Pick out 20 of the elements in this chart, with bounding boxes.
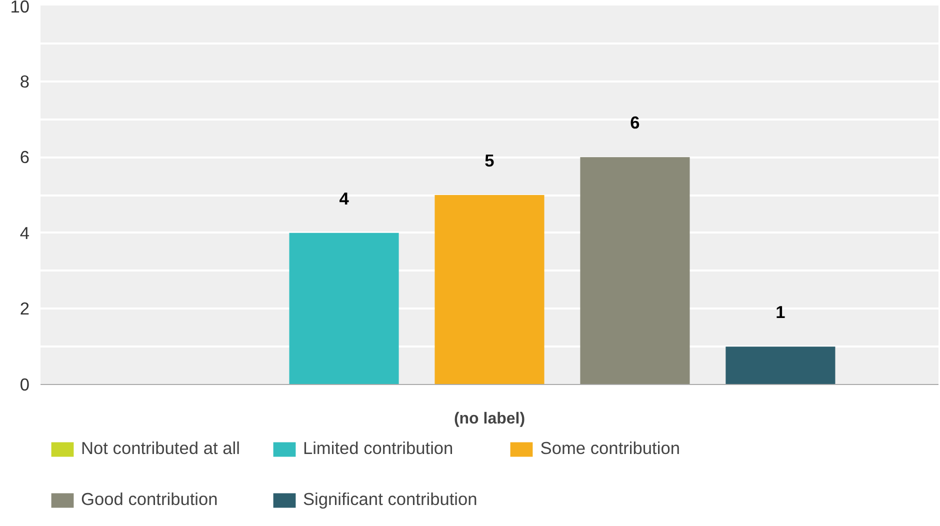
legend-label: Good contribution — [81, 489, 218, 510]
y-tick-label: 2 — [20, 298, 30, 319]
y-tick-label: 8 — [20, 71, 30, 92]
data-label: 1 — [776, 302, 786, 322]
legend-label: Limited contribution — [302, 438, 454, 459]
data-label: 5 — [484, 150, 495, 171]
legend-label: Not contributed at all — [81, 438, 240, 459]
legend-label: Significant contribution — [302, 489, 478, 510]
data-label: 4 — [339, 188, 350, 208]
bar — [726, 346, 836, 384]
bar — [580, 157, 690, 384]
bar — [434, 195, 544, 384]
y-tick-label: 4 — [20, 222, 30, 243]
legend-label: Some contribution — [540, 438, 680, 459]
y-tick-label: 10 — [10, 0, 30, 16]
x-tick-label: (no label) — [454, 410, 526, 428]
y-tick-label: 6 — [20, 147, 30, 168]
y-tick-label: 0 — [20, 374, 30, 394]
bar — [289, 232, 399, 384]
data-label: 6 — [630, 112, 640, 133]
